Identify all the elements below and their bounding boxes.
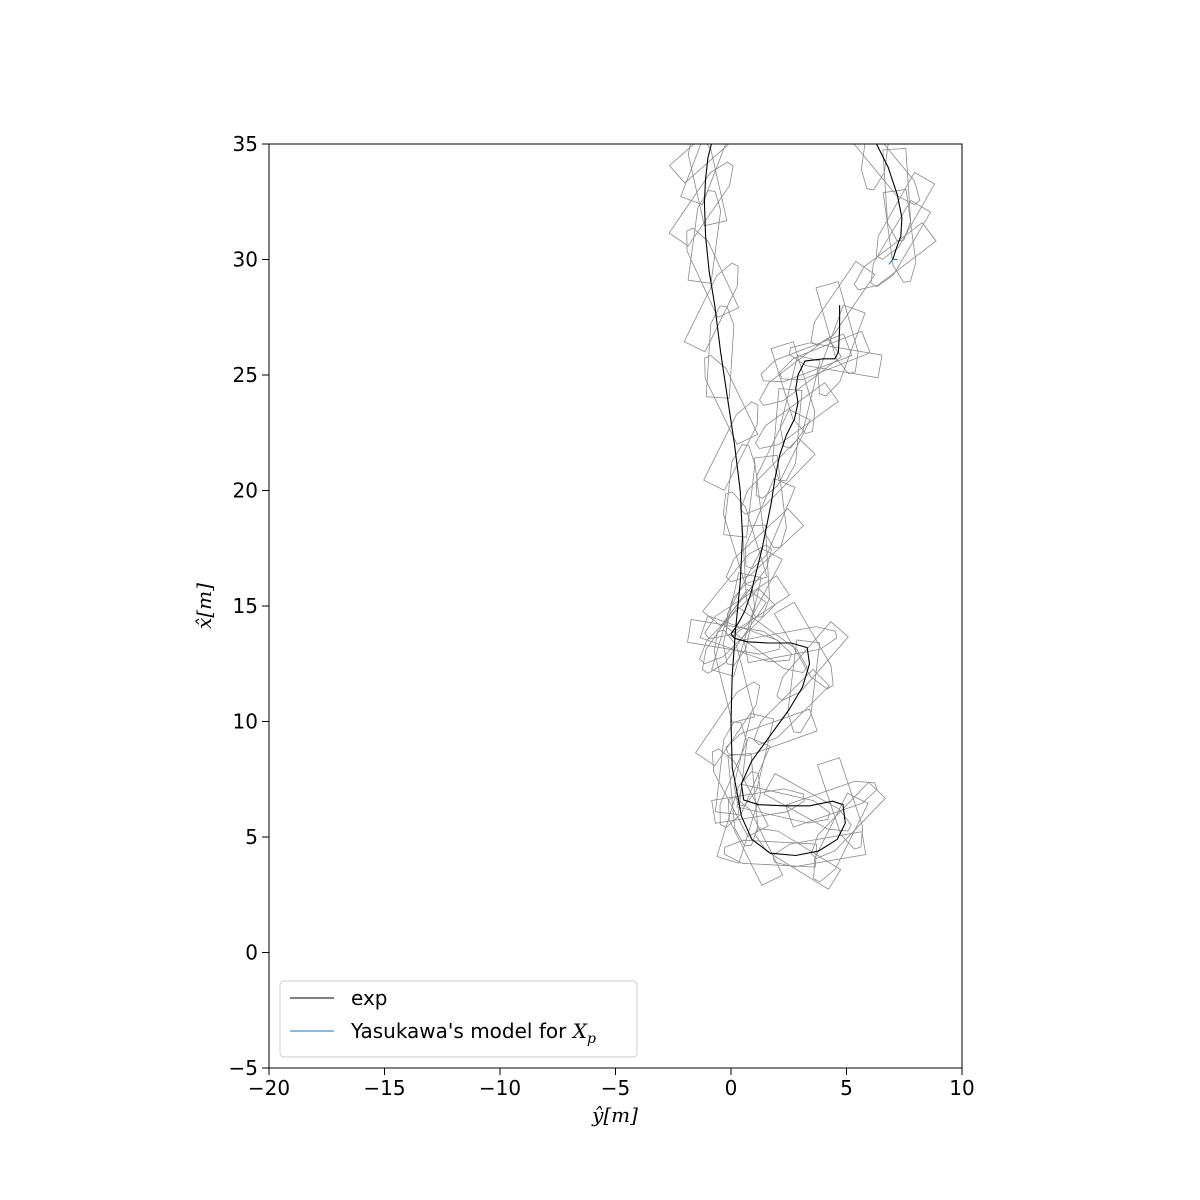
ship-outline (719, 736, 771, 828)
ship-outline (723, 839, 818, 868)
ship-outline (882, 189, 917, 283)
ship-outline (695, 681, 761, 767)
ship-outline (753, 668, 830, 746)
ship-outline (754, 828, 842, 890)
ship-outline (755, 382, 839, 450)
ship-outline (813, 792, 869, 883)
legend-label-model: Yasukawa's model for Xp (350, 1019, 596, 1047)
ship-outline (760, 333, 853, 383)
ship-outline (772, 831, 867, 868)
ship-outline (668, 144, 730, 184)
ship-outline (743, 626, 838, 664)
ship-outline (723, 444, 756, 538)
x-tick-label: 10 (949, 1076, 974, 1100)
ship-outline (875, 171, 936, 260)
ship-outline (740, 437, 816, 515)
ship-outline (773, 601, 834, 690)
y-tick-label: 20 (233, 479, 258, 503)
ship-outline (772, 388, 803, 482)
series-group (703, 144, 903, 857)
ship-outline (860, 144, 889, 191)
x-tick-label: 0 (725, 1076, 738, 1100)
legend-label-model-math: X (571, 1019, 588, 1043)
ship-outline (680, 144, 727, 206)
series-line-0 (703, 144, 846, 857)
ship-outline (853, 144, 921, 206)
ship-outline (727, 752, 759, 847)
ship-outline (763, 773, 852, 832)
ship-outline (725, 708, 818, 756)
x-axis-label: ŷ[m] (591, 1103, 638, 1127)
ship-outline (741, 524, 770, 618)
ship-outline (870, 199, 932, 288)
x-tick-label: −15 (363, 1076, 405, 1100)
ship-outline (711, 748, 769, 838)
y-axis: −5 0 5 10 15 20 25 30 35 (229, 132, 269, 1080)
ship-outline (716, 771, 761, 864)
ship-outline (683, 262, 739, 353)
ship-outline (770, 341, 816, 435)
ship-outline (725, 548, 783, 637)
legend-frame (279, 980, 638, 1058)
ship-outline (745, 477, 796, 570)
x-tick-label: −10 (479, 1076, 521, 1100)
ship-outline (787, 639, 821, 734)
legend-label-model-text: Yasukawa's model for (350, 1019, 573, 1043)
ship-outline (687, 144, 728, 227)
ship-outline (722, 491, 768, 585)
y-tick-label: 0 (245, 941, 258, 965)
y-tick-label: 15 (233, 594, 258, 618)
x-axis: −20 −15 −10 −5 0 5 10 (248, 1068, 975, 1100)
x-tick-label: 5 (840, 1076, 853, 1100)
ship-outline (779, 355, 821, 449)
x-tick-label: −5 (601, 1076, 630, 1100)
ship-outline (687, 619, 781, 655)
ship-outline (810, 781, 886, 859)
ship-outline (779, 330, 871, 381)
series-line-2 (888, 258, 898, 265)
ship-outline (816, 757, 864, 850)
ship-outline-group (668, 144, 937, 890)
ship-outline (668, 161, 734, 247)
ship-outline (755, 409, 811, 499)
ship-outline (713, 629, 756, 723)
y-tick-label: 30 (233, 248, 258, 272)
y-axis-label: x̂[m] (192, 583, 216, 629)
y-tick-label: 5 (245, 825, 258, 849)
y-tick-label: 35 (233, 132, 258, 156)
legend: exp Yasukawa's model for Xp (279, 980, 638, 1058)
ship-outline (711, 583, 755, 677)
legend-label-model-subscript: p (587, 1031, 596, 1047)
ship-outline (703, 401, 759, 491)
ship-outline (702, 544, 772, 627)
ship-outline (810, 260, 876, 346)
ship-outline (722, 572, 762, 666)
ship-outline (759, 337, 842, 406)
ship-outline (853, 222, 937, 291)
ship-outline (815, 281, 859, 375)
legend-label-exp: exp (351, 986, 387, 1010)
y-tick-label: 10 (233, 710, 258, 734)
y-tick-label: 25 (233, 363, 258, 387)
ship-outline (704, 354, 759, 445)
x-tick-label: −20 (248, 1076, 290, 1100)
series-line-1 (875, 144, 903, 261)
ship-outline (705, 305, 735, 399)
ship-outline (725, 508, 805, 583)
y-tick-label: −5 (229, 1056, 258, 1080)
ship-outline (686, 227, 740, 318)
ship-outline (701, 588, 767, 674)
